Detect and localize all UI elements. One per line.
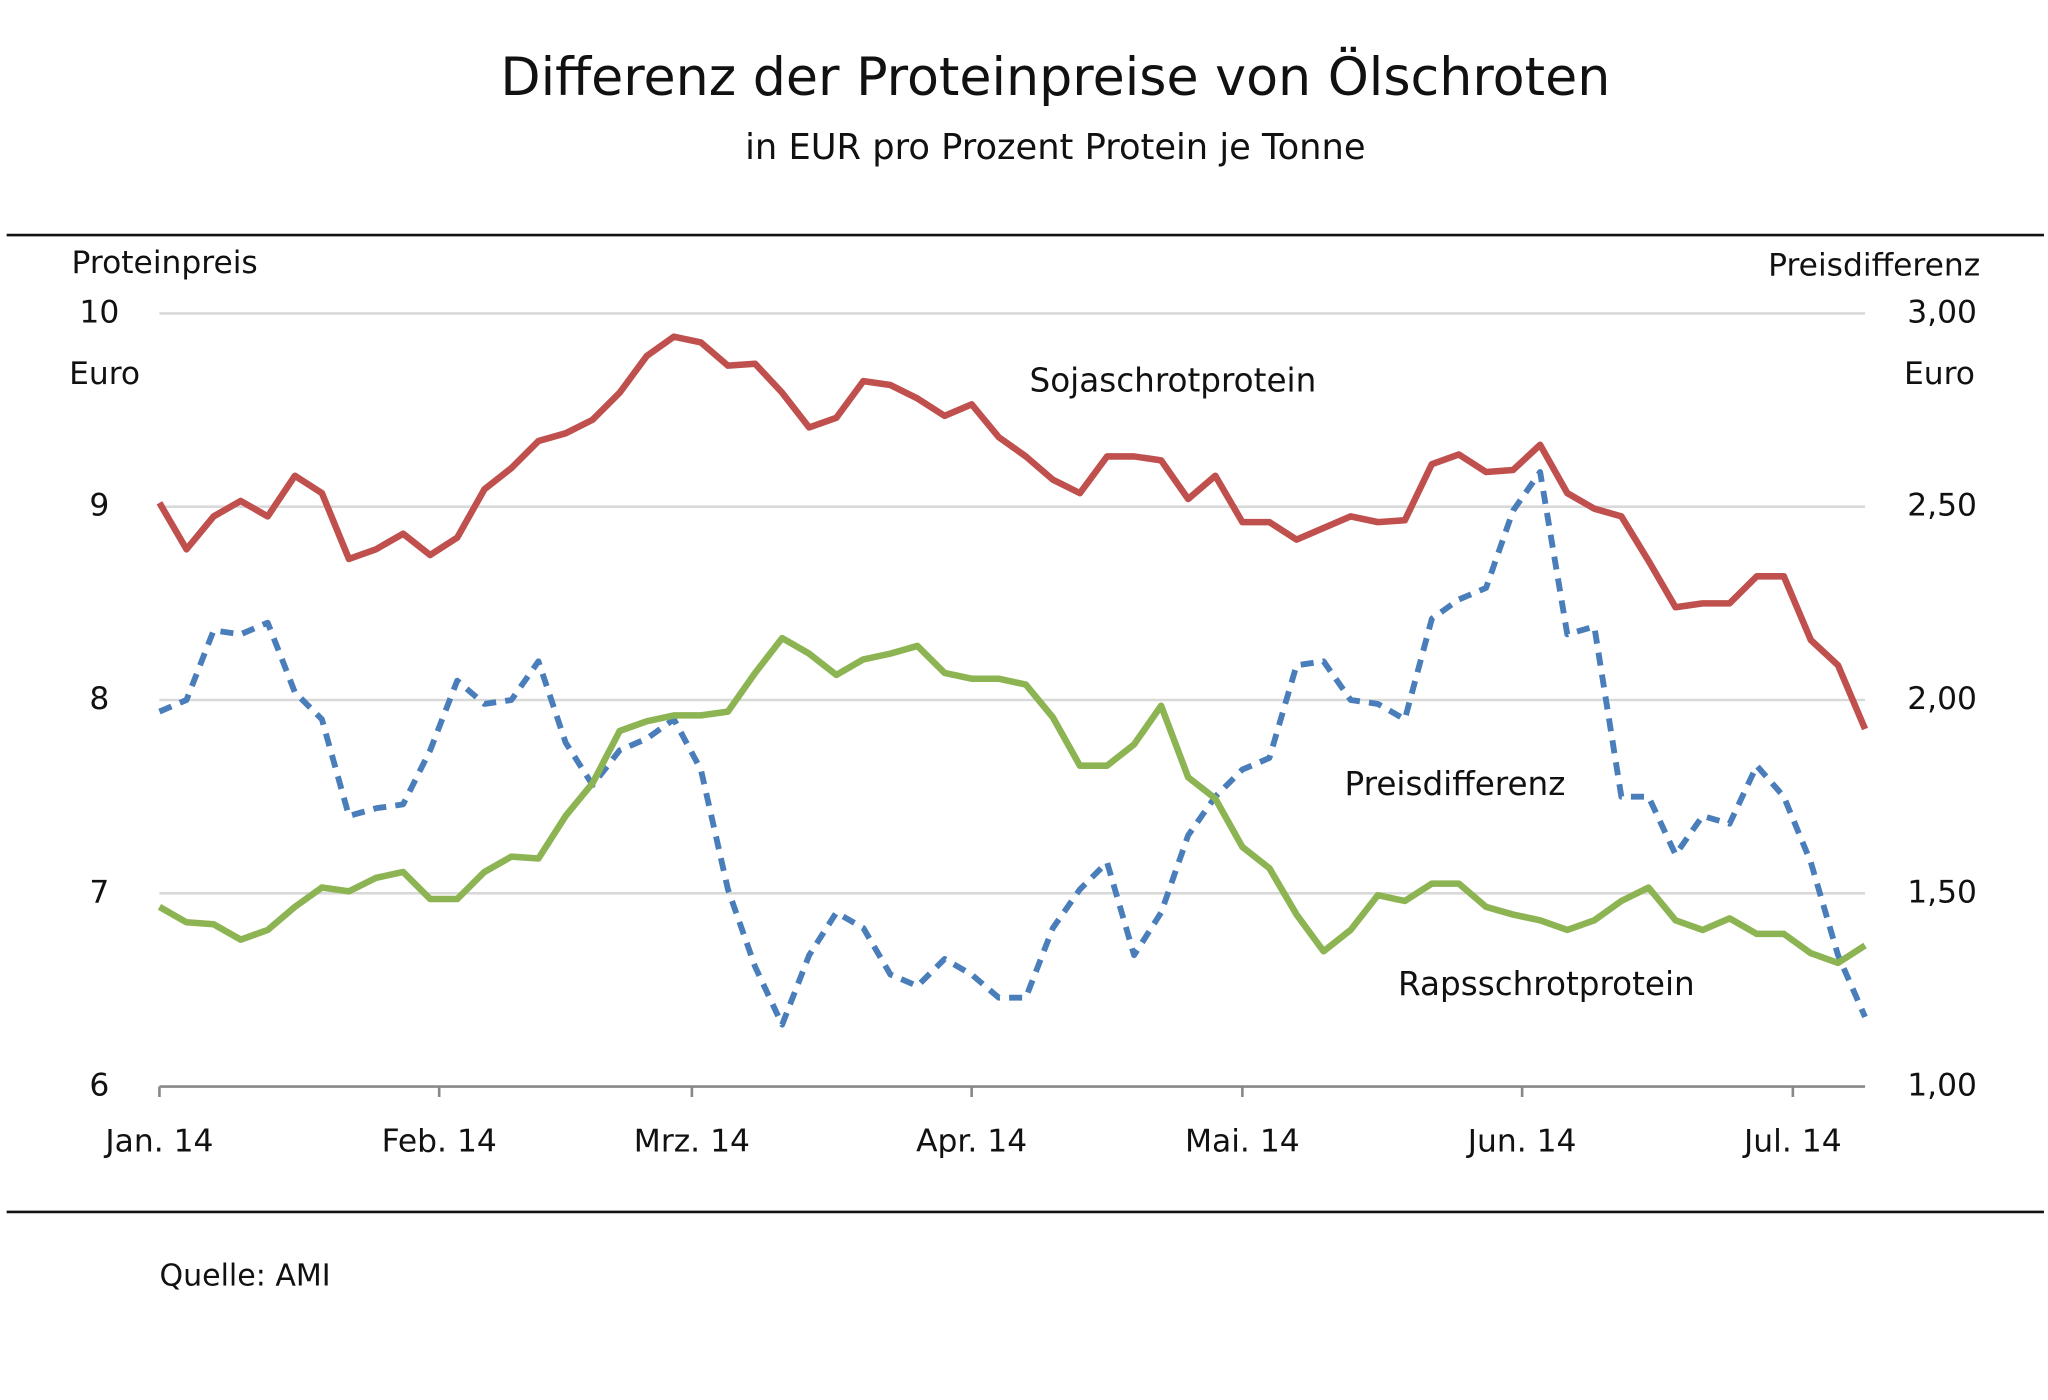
x-tick-label: Jun. 14 — [1466, 1124, 1577, 1160]
y2-tick-label: 2,50 — [1907, 488, 1977, 524]
y-tick-label: 8 — [89, 681, 109, 717]
x-tick-label: Feb. 14 — [382, 1124, 497, 1160]
y-tick-label: 9 — [89, 488, 109, 524]
y2-axis-unit: Euro — [1904, 356, 1975, 392]
chart-subtitle: in EUR pro Prozent Protein je Tonne — [745, 127, 1365, 168]
x-tick-label: Mai. 14 — [1185, 1124, 1300, 1160]
source-note: Quelle: AMI — [159, 1259, 330, 1294]
y-axis-title: Proteinpreis — [72, 245, 258, 281]
series-label: Rapsschrotprotein — [1398, 965, 1695, 1003]
y2-axis-title: Preisdifferenz — [1768, 247, 1980, 283]
x-tick-label: Mrz. 14 — [634, 1124, 750, 1160]
y-tick-label: 7 — [89, 874, 109, 910]
series-line — [157, 634, 1867, 967]
series-label: Preisdifferenz — [1345, 765, 1566, 803]
y-tick-label: 6 — [89, 1068, 109, 1104]
y-axis-unit: Euro — [69, 356, 140, 392]
series-label: Sojaschrotprotein — [1029, 362, 1316, 400]
series-line — [156, 333, 1869, 731]
series-line — [158, 469, 1868, 1028]
x-tick-label: Jul. 14 — [1742, 1124, 1842, 1160]
x-tick-label: Apr. 14 — [916, 1124, 1027, 1160]
y2-tick-label: 1,00 — [1907, 1068, 1977, 1104]
y2-tick-label: 3,00 — [1907, 294, 1977, 330]
y2-tick-label: 2,00 — [1907, 681, 1977, 717]
y-tick-label: 10 — [79, 294, 119, 330]
chart-title: Differenz der Proteinpreise von Ölschrot… — [500, 47, 1610, 108]
x-tick-label: Jan. 14 — [103, 1124, 213, 1160]
y2-tick-label: 1,50 — [1907, 874, 1977, 910]
